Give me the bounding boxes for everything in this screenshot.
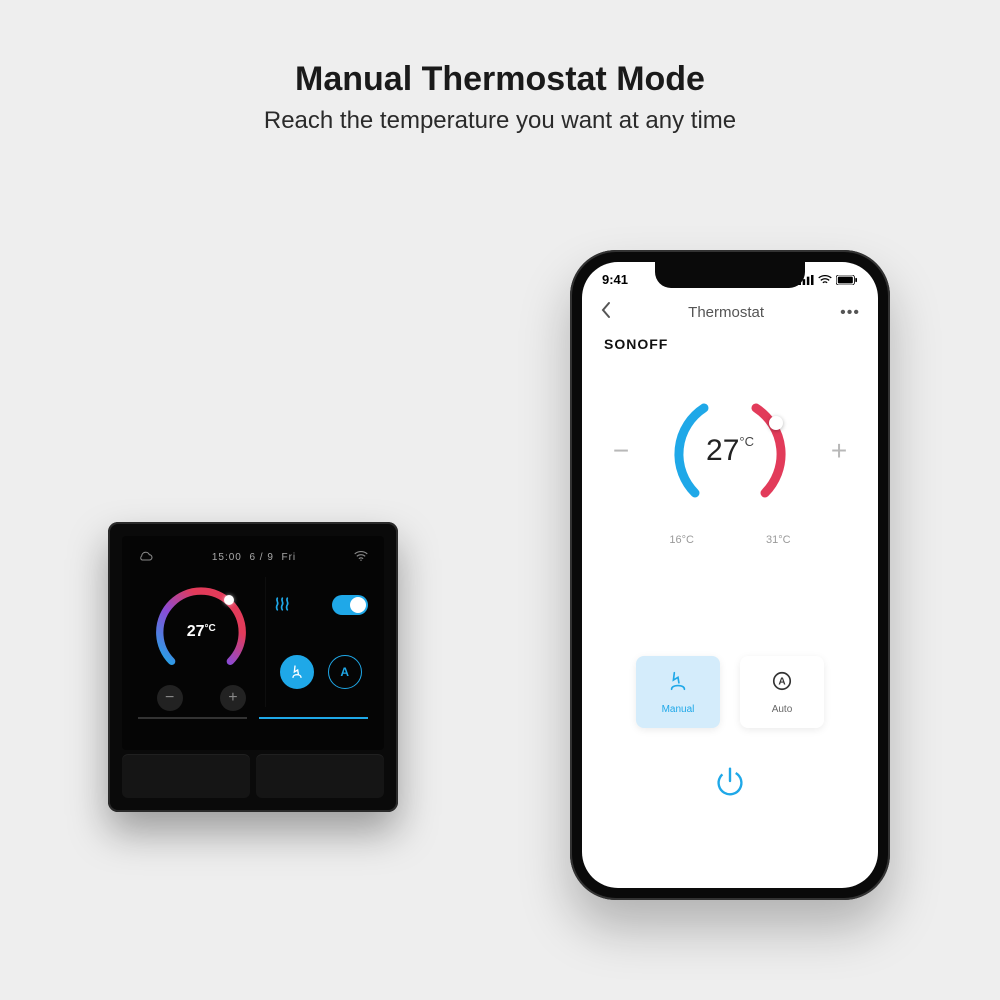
device-auto-mode-button[interactable]: A <box>328 655 362 689</box>
phone-status-icons <box>798 275 858 285</box>
wall-thermostat-device: 15:00 6 / 9 Fri <box>108 522 398 812</box>
phone-mockup: 9:41 Thermostat ••• SONOFF − <box>570 250 890 900</box>
auto-mode-card[interactable]: A Auto <box>740 656 824 728</box>
device-plus-button[interactable]: + <box>220 685 246 711</box>
manual-icon <box>667 670 689 698</box>
device-power-toggle[interactable] <box>332 595 368 615</box>
phone-plus-button[interactable]: + <box>823 435 855 467</box>
device-datetime: 15:00 6 / 9 Fri <box>212 552 296 563</box>
heading: Manual Thermostat Mode Reach the tempera… <box>0 0 1000 135</box>
phone-notch <box>655 262 805 288</box>
brand-logo: SONOFF <box>582 336 878 352</box>
device-temperature-dial[interactable]: 27°C <box>146 577 256 687</box>
power-button[interactable] <box>707 758 753 804</box>
battery-icon <box>836 275 858 285</box>
cloud-icon <box>138 550 154 565</box>
device-screen: 15:00 6 / 9 Fri <box>122 536 384 750</box>
manual-mode-card[interactable]: Manual <box>636 656 720 728</box>
device-physical-button-right[interactable] <box>256 754 384 798</box>
wifi-icon <box>354 550 368 565</box>
min-temp-label: 16°C <box>669 534 694 546</box>
more-button[interactable]: ••• <box>840 304 860 322</box>
device-slider-left[interactable] <box>138 717 247 719</box>
max-temp-label: 31°C <box>766 534 791 546</box>
device-minus-button[interactable]: − <box>157 685 183 711</box>
phone-minus-button[interactable]: − <box>605 435 637 467</box>
back-button[interactable] <box>600 301 612 324</box>
wifi-icon <box>818 275 832 285</box>
page-subtitle: Reach the temperature you want at any ti… <box>0 107 1000 135</box>
device-physical-button-left[interactable] <box>122 754 250 798</box>
auto-icon: A <box>771 670 793 698</box>
auto-mode-label: Auto <box>772 704 793 715</box>
heating-icon <box>274 596 294 615</box>
phone-screen: 9:41 Thermostat ••• SONOFF − <box>582 262 878 888</box>
manual-mode-label: Manual <box>662 704 695 715</box>
device-slider-right[interactable] <box>259 717 368 719</box>
phone-temperature-dial[interactable]: 27°C <box>655 376 805 526</box>
phone-temperature-value: 27°C <box>655 434 805 468</box>
device-temperature-value: 27°C <box>146 623 256 641</box>
page-title: Manual Thermostat Mode <box>0 60 1000 99</box>
device-manual-mode-button[interactable] <box>280 655 314 689</box>
svg-text:A: A <box>778 676 786 687</box>
phone-dial-knob[interactable] <box>769 416 783 430</box>
phone-status-time: 9:41 <box>602 272 628 287</box>
screen-title: Thermostat <box>688 304 764 321</box>
